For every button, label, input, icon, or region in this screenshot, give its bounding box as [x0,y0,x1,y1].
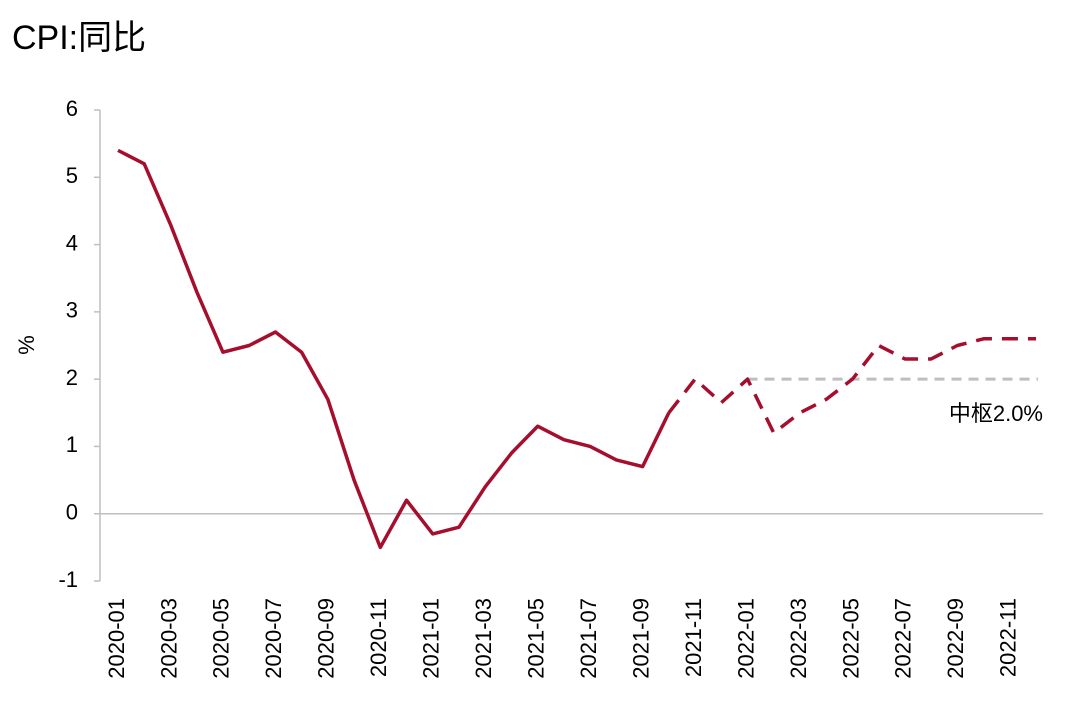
x-tick-label: 2021-07 [576,598,601,679]
y-tick-label: 5 [66,163,78,188]
x-tick-label: 2021-01 [419,598,444,679]
y-tick-label: 1 [66,432,78,457]
x-tick-label: 2021-09 [628,598,653,679]
x-tick-label: 2022-11 [996,598,1021,677]
y-axis-label: % [14,335,39,355]
chart-title: CPI:同比 [12,19,146,57]
y-tick-label: 0 [66,500,78,525]
reference-label: 中枢2.0% [949,401,1043,426]
y-tick-label: -1 [58,567,78,592]
y-tick-label: 4 [66,230,78,255]
y-tick-label: 6 [66,96,78,121]
x-tick-label: 2020-11 [366,598,391,677]
series-line [117,148,671,550]
x-tick-label: 2020-01 [104,598,129,679]
x-tick-label: 2022-07 [891,598,916,679]
y-tick-label: 2 [66,365,78,390]
x-tick-label: 2020-05 [209,598,234,679]
x-tick-label: 2020-07 [261,598,286,679]
x-tick-label: 2020-09 [314,598,339,679]
x-tick-label: 2022-05 [838,598,863,679]
x-tick-label: 2021-05 [523,598,548,679]
x-tick-label: 2022-01 [733,598,758,679]
x-tick-label: 2022-09 [943,598,968,679]
x-tick-label: 2021-03 [471,598,496,679]
x-tick-label: 2020-03 [156,598,181,679]
series-line [667,337,1037,435]
x-tick-label: 2021-11 [681,598,706,677]
y-tick-label: 3 [66,298,78,323]
x-tick-label: 2022-03 [786,598,811,679]
